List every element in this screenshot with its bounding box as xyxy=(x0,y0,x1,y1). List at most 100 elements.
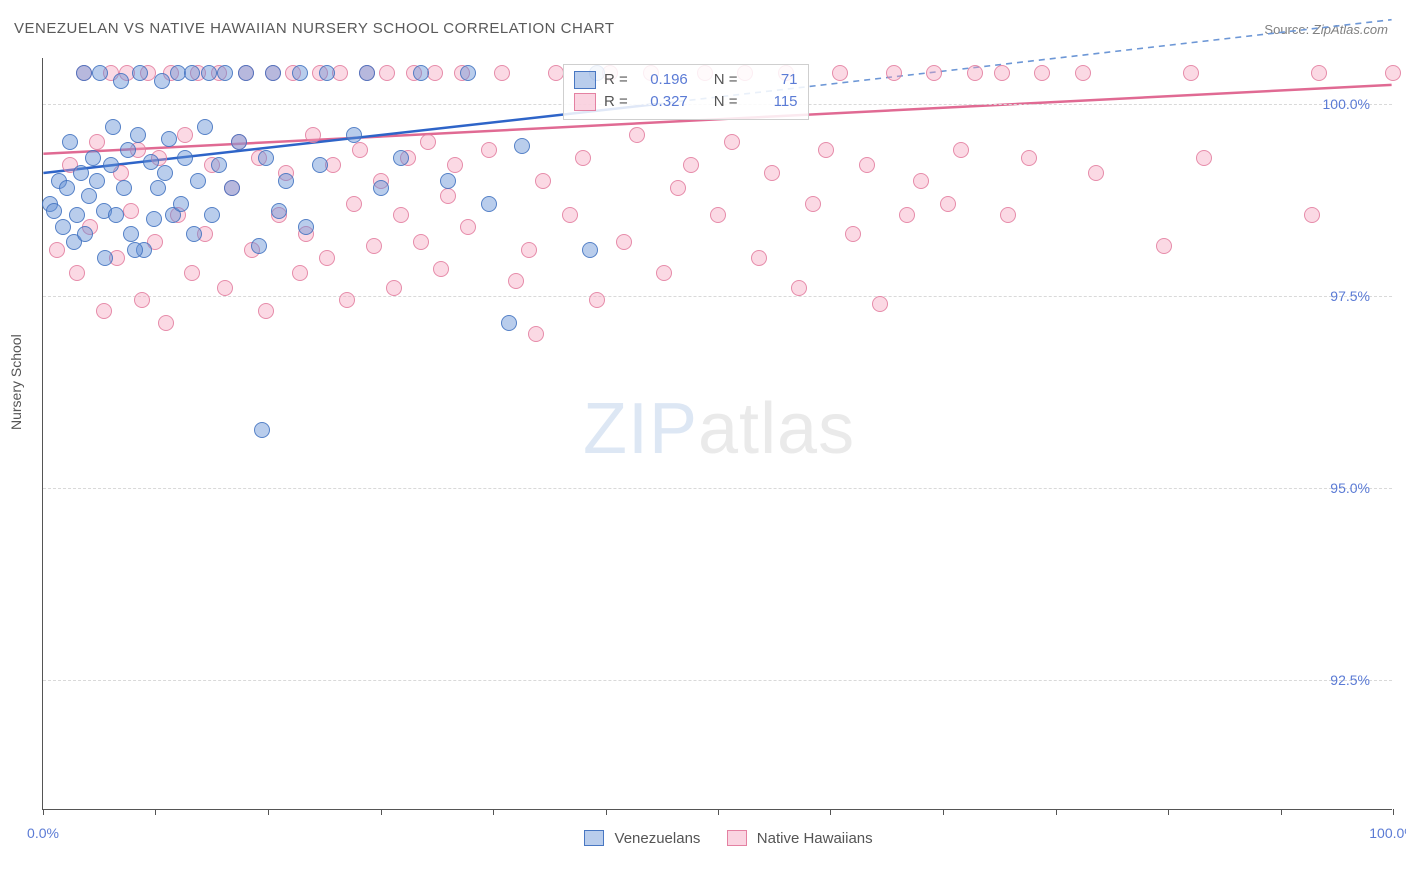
point-venezuelan xyxy=(143,154,159,170)
point-hawaiian xyxy=(305,127,321,143)
stats-row-venezuelans: R = 0.196 N = 71 xyxy=(574,69,798,91)
point-venezuelan xyxy=(393,150,409,166)
point-venezuelan xyxy=(278,173,294,189)
point-hawaiian xyxy=(339,292,355,308)
point-hawaiian xyxy=(629,127,645,143)
point-hawaiian xyxy=(319,250,335,266)
point-hawaiian xyxy=(683,157,699,173)
swatch-blue-icon xyxy=(574,71,596,89)
legend-swatch-pink-icon xyxy=(727,830,747,846)
point-hawaiian xyxy=(440,188,456,204)
point-venezuelan xyxy=(120,142,136,158)
point-venezuelan xyxy=(186,226,202,242)
point-hawaiian xyxy=(1075,65,1091,81)
n-label: N = xyxy=(714,91,738,113)
point-hawaiian xyxy=(1385,65,1401,81)
legend-label-venezuelans: Venezuelans xyxy=(615,830,701,847)
point-hawaiian xyxy=(1156,238,1172,254)
point-hawaiian xyxy=(184,265,200,281)
point-venezuelan xyxy=(154,73,170,89)
point-venezuelan xyxy=(312,157,328,173)
x-tick xyxy=(1281,809,1282,815)
point-hawaiian xyxy=(670,180,686,196)
point-venezuelan xyxy=(81,188,97,204)
point-hawaiian xyxy=(1183,65,1199,81)
stats-box: R = 0.196 N = 71 R = 0.327 N = 115 xyxy=(563,64,809,120)
n-label: N = xyxy=(714,69,738,91)
point-venezuelan xyxy=(197,119,213,135)
chart-title: VENEZUELAN VS NATIVE HAWAIIAN NURSERY SC… xyxy=(14,20,615,37)
point-hawaiian xyxy=(710,207,726,223)
point-venezuelan xyxy=(582,242,598,258)
point-hawaiian xyxy=(217,280,233,296)
gridline xyxy=(43,488,1392,489)
point-venezuelan xyxy=(69,207,85,223)
point-hawaiian xyxy=(386,280,402,296)
point-hawaiian xyxy=(1311,65,1327,81)
point-hawaiian xyxy=(366,238,382,254)
x-tick xyxy=(268,809,269,815)
watermark: ZIPatlas xyxy=(583,388,855,470)
point-hawaiian xyxy=(575,150,591,166)
point-hawaiian xyxy=(764,165,780,181)
point-venezuelan xyxy=(265,65,281,81)
point-venezuelan xyxy=(146,211,162,227)
point-hawaiian xyxy=(899,207,915,223)
legend-label-hawaiians: Native Hawaiians xyxy=(757,830,873,847)
point-hawaiian xyxy=(1034,65,1050,81)
point-venezuelan xyxy=(184,65,200,81)
point-hawaiian xyxy=(616,234,632,250)
point-venezuelan xyxy=(73,165,89,181)
point-venezuelan xyxy=(201,65,217,81)
point-venezuelan xyxy=(108,207,124,223)
point-venezuelan xyxy=(173,196,189,212)
stats-row-hawaiians: R = 0.327 N = 115 xyxy=(574,91,798,113)
point-venezuelan xyxy=(258,150,274,166)
x-tick xyxy=(830,809,831,815)
point-hawaiian xyxy=(134,292,150,308)
watermark-atlas: atlas xyxy=(698,389,855,469)
point-hawaiian xyxy=(913,173,929,189)
point-hawaiian xyxy=(994,65,1010,81)
n-value-pink: 115 xyxy=(746,91,798,113)
point-hawaiian xyxy=(926,65,942,81)
x-tick xyxy=(1393,809,1394,815)
point-hawaiian xyxy=(940,196,956,212)
point-venezuelan xyxy=(211,157,227,173)
point-venezuelan xyxy=(89,173,105,189)
point-venezuelan xyxy=(298,219,314,235)
point-hawaiian xyxy=(521,242,537,258)
point-venezuelan xyxy=(346,127,362,143)
point-hawaiian xyxy=(535,173,551,189)
source-attribution: Source: ZipAtlas.com xyxy=(1264,22,1388,37)
point-hawaiian xyxy=(967,65,983,81)
point-hawaiian xyxy=(346,196,362,212)
point-venezuelan xyxy=(116,180,132,196)
point-hawaiian xyxy=(886,65,902,81)
point-venezuelan xyxy=(231,134,247,150)
x-tick-label: 100.0% xyxy=(1369,825,1406,841)
plot-area: ZIPatlas Venezuelans Native Hawaiians 92… xyxy=(42,58,1392,810)
point-hawaiian xyxy=(89,134,105,150)
point-hawaiian xyxy=(433,261,449,277)
point-venezuelan xyxy=(105,119,121,135)
point-hawaiian xyxy=(548,65,564,81)
point-venezuelan xyxy=(271,203,287,219)
point-venezuelan xyxy=(127,242,143,258)
x-tick xyxy=(493,809,494,815)
point-hawaiian xyxy=(123,203,139,219)
gridline xyxy=(43,296,1392,297)
x-tick xyxy=(606,809,607,815)
point-hawaiian xyxy=(177,127,193,143)
point-venezuelan xyxy=(501,315,517,331)
point-venezuelan xyxy=(514,138,530,154)
legend: Venezuelans Native Hawaiians xyxy=(43,830,1392,847)
point-venezuelan xyxy=(238,65,254,81)
point-hawaiian xyxy=(258,303,274,319)
point-hawaiian xyxy=(393,207,409,223)
point-hawaiian xyxy=(158,315,174,331)
point-venezuelan xyxy=(113,73,129,89)
watermark-zip: ZIP xyxy=(583,389,698,469)
point-venezuelan xyxy=(224,180,240,196)
x-tick xyxy=(43,809,44,815)
